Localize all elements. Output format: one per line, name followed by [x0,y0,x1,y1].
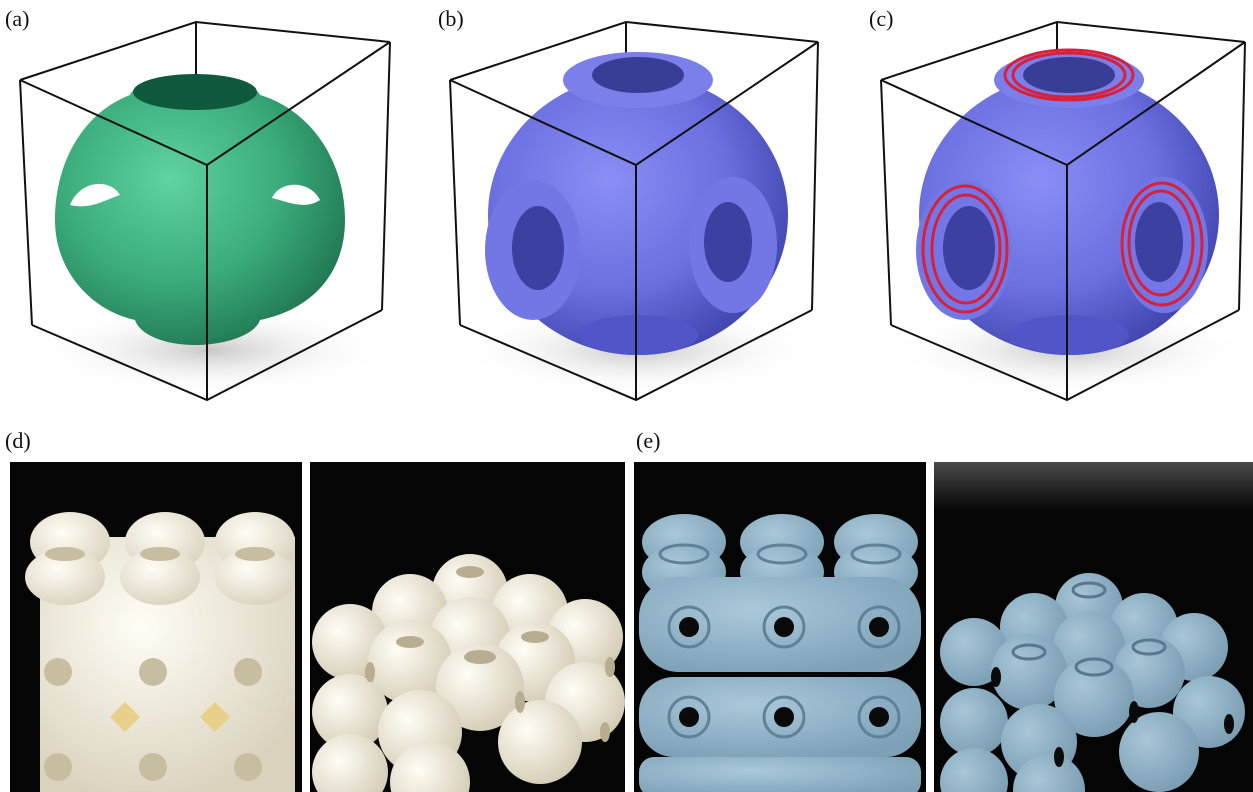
blue-lattice-front-image [639,514,921,792]
panel-label-b: (b) [438,6,464,31]
panel-d-photo-front [10,462,302,792]
blue-unit-cell-with-rings-image [880,20,1249,402]
blue-unit-cell-image [449,20,819,402]
panel-label-d: (d) [5,428,31,453]
panel-label-a: (a) [5,6,30,31]
white-lattice-front-image [25,512,295,792]
panel-d-photo-angled [310,462,625,792]
green-unit-cell-image [19,20,391,402]
panel-c-render [869,20,1253,412]
panel-label-c: (c) [869,6,894,31]
panel-b-render [438,20,822,412]
panel-e-photo-front [634,462,926,792]
white-lattice-angled-image [312,554,625,792]
panel-e-photo-angled [934,462,1253,792]
blue-lattice-angled-image [934,462,1253,792]
panel-a-render [10,20,394,412]
panel-label-e: (e) [636,428,661,453]
